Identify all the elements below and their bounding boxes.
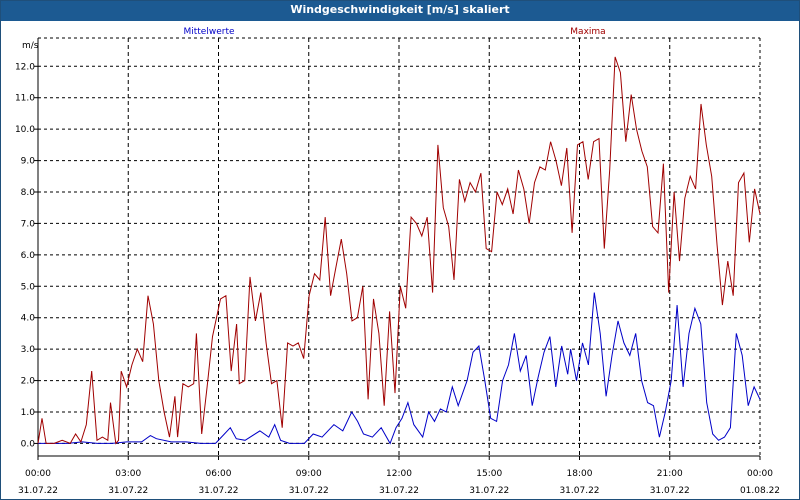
axes: [34, 37, 761, 460]
x-tick-time: 15:00: [476, 469, 502, 479]
legend-mittelwerte: Mittelwerte: [183, 27, 234, 37]
y-tick-label: 12.0: [15, 62, 35, 72]
y-tick-label: 1.0: [21, 408, 36, 418]
grid-lines: [38, 38, 760, 456]
y-axis-unit: m/s: [22, 41, 39, 51]
y-tick-label: 7.0: [21, 219, 36, 229]
x-tick-time: 00:00: [747, 469, 773, 479]
y-tick-label: 8.0: [21, 188, 36, 198]
x-tick-date: 31.07.22: [108, 486, 148, 496]
legend-maxima: Maxima: [570, 27, 605, 37]
y-tick-label: 3.0: [21, 345, 36, 355]
y-tick-label: 6.0: [21, 251, 36, 261]
x-tick-time: 03:00: [115, 469, 141, 479]
x-tick-time: 06:00: [206, 469, 232, 479]
x-tick-labels: 00:00 31.07.22 03:00 31.07.22 06:00 31.07.22 0…: [18, 469, 780, 496]
x-tick-date: 31.07.22: [198, 486, 238, 496]
y-tick-label: 9.0: [21, 157, 36, 167]
y-tick-label: 10.0: [15, 125, 35, 135]
y-tick-label: 11.0: [15, 94, 35, 104]
x-tick-date: 31.07.22: [559, 486, 599, 496]
y-tick-labels: 0.0 1.0 2.0 3.0 4.0 5.0 6.0 7.0 8.0 9.0 10.0 11.0 12…: [15, 62, 35, 449]
x-tick-date: 31.07.22: [650, 486, 690, 496]
y-tick-label: 5.0: [21, 282, 36, 292]
title-bar: Windgeschwindigkeit [m/s] skaliert: [1, 1, 799, 21]
x-tick-date: 01.08.22: [740, 486, 780, 496]
x-tick-time: 21:00: [657, 469, 683, 479]
chart-title: Windgeschwindigkeit [m/s] skaliert: [290, 3, 510, 16]
x-tick-time: 18:00: [567, 469, 593, 479]
x-tick-date: 31.07.22: [18, 486, 58, 496]
x-tick-time: 09:00: [296, 469, 322, 479]
y-tick-label: 2.0: [21, 377, 36, 387]
series-lines: [37, 56, 761, 445]
x-tick-time: 00:00: [25, 469, 51, 479]
x-tick-time: 12:00: [386, 469, 412, 479]
x-tick-date: 31.07.22: [289, 486, 329, 496]
x-tick-date: 31.07.22: [469, 486, 509, 496]
y-tick-label: 0.0: [21, 439, 36, 449]
y-tick-label: 4.0: [21, 314, 36, 324]
series-line-maxima: [37, 56, 761, 445]
series-line-mittelwerte: [38, 292, 761, 445]
x-tick-date: 31.07.22: [379, 486, 419, 496]
